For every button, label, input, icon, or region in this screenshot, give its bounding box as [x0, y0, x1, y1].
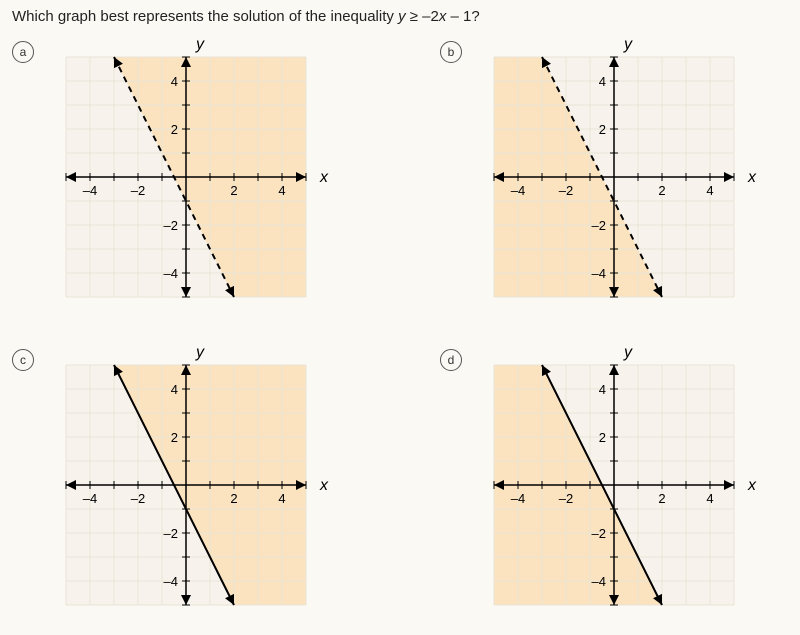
svg-text:2: 2 [230, 183, 237, 198]
svg-text:y: y [195, 344, 205, 361]
option-label-c: c [12, 349, 34, 371]
svg-text:2: 2 [171, 122, 178, 137]
svg-text:2: 2 [171, 430, 178, 445]
svg-text:x: x [747, 169, 757, 186]
svg-text:x: x [319, 477, 329, 494]
svg-text:4: 4 [599, 74, 606, 89]
option-c[interactable]: c –4 –2 2 4 –4 –2 2 4 x y [12, 343, 360, 627]
option-d[interactable]: d –4 –2 2 4 –4 –2 2 4 x y [440, 343, 788, 627]
svg-text:–4: –4 [511, 183, 525, 198]
svg-text:–2: –2 [559, 491, 573, 506]
svg-text:–2: –2 [592, 218, 606, 233]
svg-text:y: y [623, 36, 633, 53]
svg-text:2: 2 [599, 122, 606, 137]
svg-text:–4: –4 [164, 574, 178, 589]
svg-text:4: 4 [706, 183, 713, 198]
option-label-a: a [12, 41, 34, 63]
graph-c: –4 –2 2 4 –4 –2 2 4 x y [44, 343, 348, 627]
svg-text:–2: –2 [164, 526, 178, 541]
graph-b: –4 –2 2 4 –4 –2 2 4 x y [472, 35, 776, 319]
option-a[interactable]: a –4 –2 2 4 –4 –2 2 4 x y [12, 35, 360, 319]
question-inequality: y ≥ –2x – 1? [398, 8, 480, 25]
svg-text:–4: –4 [511, 491, 525, 506]
svg-text:2: 2 [658, 491, 665, 506]
svg-text:4: 4 [171, 382, 178, 397]
svg-text:–2: –2 [131, 491, 145, 506]
option-label-b: b [440, 41, 462, 63]
question-text: Which graph best represents the solution… [12, 8, 788, 25]
svg-text:2: 2 [658, 183, 665, 198]
svg-text:–2: –2 [164, 218, 178, 233]
svg-text:–2: –2 [592, 526, 606, 541]
svg-text:4: 4 [278, 491, 285, 506]
svg-text:x: x [319, 169, 329, 186]
question-prefix: Which graph best represents the solution… [12, 8, 398, 25]
svg-text:–4: –4 [83, 491, 97, 506]
options-grid: a –4 –2 2 4 –4 –2 2 4 x y b [12, 35, 788, 627]
svg-text:–2: –2 [131, 183, 145, 198]
svg-text:–4: –4 [83, 183, 97, 198]
graph-a: –4 –2 2 4 –4 –2 2 4 x y [44, 35, 348, 319]
svg-text:4: 4 [599, 382, 606, 397]
svg-text:y: y [623, 344, 633, 361]
svg-text:4: 4 [278, 183, 285, 198]
graph-d: –4 –2 2 4 –4 –2 2 4 x y [472, 343, 776, 627]
svg-text:2: 2 [230, 491, 237, 506]
option-label-d: d [440, 349, 462, 371]
svg-text:2: 2 [599, 430, 606, 445]
svg-text:–4: –4 [592, 266, 606, 281]
svg-text:–4: –4 [164, 266, 178, 281]
svg-text:4: 4 [706, 491, 713, 506]
svg-text:4: 4 [171, 74, 178, 89]
svg-text:y: y [195, 36, 205, 53]
svg-text:–4: –4 [592, 574, 606, 589]
svg-text:–2: –2 [559, 183, 573, 198]
svg-text:x: x [747, 477, 757, 494]
option-b[interactable]: b –4 –2 2 4 –4 –2 2 4 x y [440, 35, 788, 319]
